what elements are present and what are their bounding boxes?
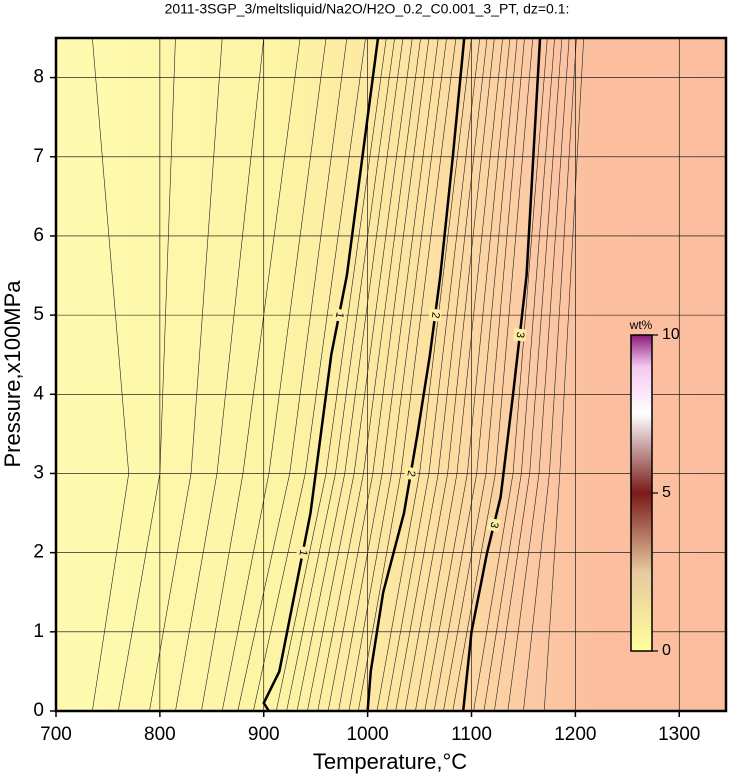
grid: [55, 38, 726, 712]
thin-contour: [376, 37, 472, 712]
x-axis-label: Temperature,°C: [313, 749, 467, 774]
thin-contour: [386, 37, 481, 712]
thin-contour: [357, 37, 457, 712]
thin-contour: [507, 37, 570, 712]
contour-line: [366, 37, 466, 712]
contour-label: 2: [429, 311, 442, 319]
thin-contour: [237, 37, 348, 712]
y-tick-label: 2: [33, 542, 44, 563]
y-tick-label: 4: [33, 383, 44, 404]
y-tick-label: 0: [33, 700, 44, 721]
contour-label-bg: [403, 466, 418, 481]
contour-label: 1: [296, 549, 309, 557]
chart-title: 2011-3SGP_3/meltsliquid/Na2O/H2O_0.2_C0.…: [165, 1, 570, 17]
colorbar-tick-label: 10: [662, 326, 680, 343]
thin-contour: [415, 37, 503, 712]
y-tick-label: 8: [33, 67, 44, 88]
x-tick-label: 800: [144, 724, 176, 745]
colorbar: wt% 0 5 10: [629, 318, 680, 659]
contour-label-bg: [295, 545, 310, 560]
x-tick-label: 1300: [658, 724, 700, 745]
contour-label-bg: [513, 328, 527, 342]
x-tick-label: 1100: [451, 724, 492, 745]
thin-contour: [404, 37, 495, 712]
x-tick-label: 700: [40, 724, 72, 745]
thin-contour: [443, 37, 525, 712]
y-tick-label: 3: [33, 462, 44, 483]
thin-contour: [452, 37, 534, 712]
thin-contour: [348, 37, 447, 712]
x-tick-label: 900: [248, 724, 280, 745]
thin-contour: [395, 37, 488, 712]
main-contours: 1 1 2 2 3 3: [262, 37, 542, 712]
contour-label: 3: [487, 521, 500, 530]
colorbar-scale: [630, 334, 653, 652]
contour-label: 1: [333, 311, 346, 319]
contour-label-bg: [332, 308, 347, 323]
x-tick-label: 1200: [554, 724, 596, 745]
thin-contour: [92, 37, 130, 712]
thin-contour: [286, 37, 395, 712]
y-tick-label: 5: [33, 304, 44, 325]
thin-contour: [473, 37, 548, 712]
contour-label-bg: [428, 308, 442, 322]
thin-contour: [175, 37, 265, 712]
colorbar-label: wt%: [629, 318, 653, 332]
thin-contour: [253, 37, 366, 712]
thin-contour: [307, 37, 413, 712]
field: [56, 38, 726, 711]
thin-contour: [523, 37, 577, 712]
x-tick-label: 1000: [346, 724, 388, 745]
thin-contour: [118, 37, 176, 712]
thin-contour: [543, 37, 584, 712]
contour-label-bg: [486, 517, 502, 533]
y-tick-label: 6: [33, 225, 44, 246]
thin-contour: [149, 37, 223, 712]
thin-contour: [433, 37, 518, 712]
colorbar-tick-label: 5: [662, 484, 671, 501]
y-tick-label: 1: [33, 621, 44, 642]
contour-label: 3: [514, 331, 527, 338]
thin-contour: [317, 37, 421, 712]
thin-contour: [494, 37, 563, 712]
thin-contour: [275, 37, 387, 712]
thin-contour: [327, 37, 430, 712]
thin-contour: [424, 37, 511, 712]
plot-frame: [54, 36, 728, 713]
thin-contour: [221, 37, 327, 712]
thin-contours: [92, 37, 584, 712]
contour-line: [461, 37, 542, 712]
colorbar-tick-label: 0: [662, 642, 671, 659]
y-tick-label: 7: [33, 146, 44, 167]
thin-contour: [483, 37, 555, 712]
contour-line: [262, 37, 380, 712]
thin-contour: [296, 37, 404, 712]
contour-label: 2: [404, 469, 417, 477]
y-axis-label: Pressure,x100MPa: [0, 280, 25, 468]
thin-contour: [201, 37, 301, 712]
thin-contour: [338, 37, 439, 712]
